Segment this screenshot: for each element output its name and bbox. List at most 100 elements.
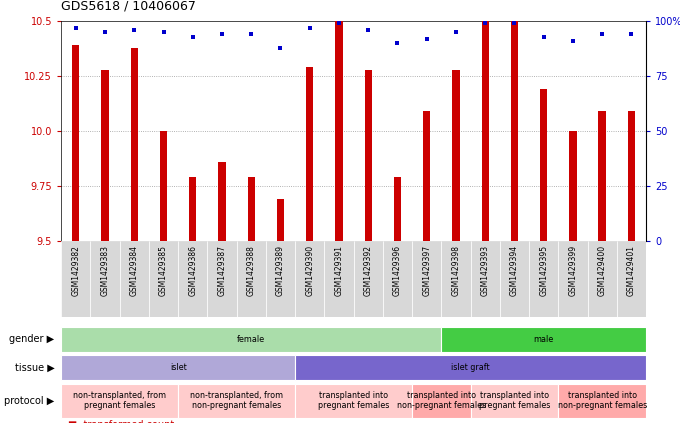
Text: ■  transformed count: ■ transformed count xyxy=(68,420,174,423)
Text: GSM1429390: GSM1429390 xyxy=(305,245,314,296)
Point xyxy=(158,29,169,36)
Bar xyxy=(248,177,255,241)
Text: male: male xyxy=(534,335,554,344)
Text: tissue ▶: tissue ▶ xyxy=(15,363,54,373)
Text: GSM1429393: GSM1429393 xyxy=(481,245,490,296)
Text: non-transplanted, from
pregnant females: non-transplanted, from pregnant females xyxy=(73,391,166,410)
Text: GSM1429386: GSM1429386 xyxy=(188,245,197,296)
Bar xyxy=(511,21,518,241)
Bar xyxy=(61,384,178,418)
Bar xyxy=(277,199,284,241)
Point xyxy=(99,29,110,36)
Point xyxy=(626,31,636,38)
Text: GSM1429395: GSM1429395 xyxy=(539,245,548,296)
Bar xyxy=(394,177,401,241)
Point xyxy=(596,31,607,38)
Bar xyxy=(120,241,149,317)
Bar xyxy=(558,241,588,317)
Text: GSM1429399: GSM1429399 xyxy=(568,245,577,296)
Point xyxy=(333,20,344,27)
Bar xyxy=(471,384,558,418)
Bar xyxy=(295,384,412,418)
Text: GSM1429398: GSM1429398 xyxy=(452,245,460,296)
Bar xyxy=(441,327,646,352)
Point xyxy=(392,40,403,47)
Point xyxy=(509,20,520,27)
Bar xyxy=(481,21,489,241)
Text: transplanted into
pregnant females: transplanted into pregnant females xyxy=(318,391,389,410)
Point xyxy=(129,27,139,33)
Text: GSM1429391: GSM1429391 xyxy=(335,245,343,296)
Point xyxy=(187,33,198,40)
Bar xyxy=(441,241,471,317)
Bar xyxy=(295,355,646,380)
Point xyxy=(216,31,227,38)
Text: GSM1429400: GSM1429400 xyxy=(598,245,607,296)
Point xyxy=(479,20,490,27)
Bar xyxy=(61,355,295,380)
Point xyxy=(362,27,373,33)
Text: GSM1429389: GSM1429389 xyxy=(276,245,285,296)
Bar xyxy=(218,162,226,241)
Text: GSM1429382: GSM1429382 xyxy=(71,245,80,296)
Bar xyxy=(628,111,635,241)
Bar xyxy=(540,89,547,241)
Point xyxy=(70,25,82,31)
Point xyxy=(275,44,286,51)
Bar xyxy=(149,241,178,317)
Bar xyxy=(452,69,460,241)
Point xyxy=(245,31,256,38)
Text: islet: islet xyxy=(170,363,186,372)
Bar xyxy=(131,47,138,241)
Text: GSM1429388: GSM1429388 xyxy=(247,245,256,296)
Text: gender ▶: gender ▶ xyxy=(10,334,54,344)
Bar xyxy=(598,111,606,241)
Text: GDS5618 / 10406067: GDS5618 / 10406067 xyxy=(61,0,196,13)
Bar xyxy=(569,131,577,241)
Bar xyxy=(617,241,646,317)
Bar xyxy=(178,241,207,317)
Text: GSM1429383: GSM1429383 xyxy=(101,245,109,296)
Bar xyxy=(295,241,324,317)
Text: GSM1429396: GSM1429396 xyxy=(393,245,402,296)
Bar xyxy=(529,241,558,317)
Bar xyxy=(189,177,197,241)
Text: GSM1429385: GSM1429385 xyxy=(159,245,168,296)
Bar xyxy=(160,131,167,241)
Point xyxy=(304,25,315,31)
Point xyxy=(567,38,578,44)
Point xyxy=(450,29,461,36)
Text: protocol ▶: protocol ▶ xyxy=(4,396,54,406)
Text: GSM1429392: GSM1429392 xyxy=(364,245,373,296)
Text: non-transplanted, from
non-pregnant females: non-transplanted, from non-pregnant fema… xyxy=(190,391,283,410)
Text: GSM1429384: GSM1429384 xyxy=(130,245,139,296)
Bar xyxy=(61,327,441,352)
Text: GSM1429401: GSM1429401 xyxy=(627,245,636,296)
Bar xyxy=(412,384,471,418)
Text: female: female xyxy=(237,335,265,344)
Bar xyxy=(423,111,430,241)
Bar xyxy=(364,69,372,241)
Text: transplanted into
non-pregnant females: transplanted into non-pregnant females xyxy=(396,391,486,410)
Bar xyxy=(471,241,500,317)
Bar xyxy=(558,384,646,418)
Bar xyxy=(237,241,266,317)
Text: islet graft: islet graft xyxy=(452,363,490,372)
Bar xyxy=(500,241,529,317)
Bar xyxy=(207,241,237,317)
Text: GSM1429387: GSM1429387 xyxy=(218,245,226,296)
Bar xyxy=(178,384,295,418)
Bar xyxy=(383,241,412,317)
Bar xyxy=(354,241,383,317)
Text: transplanted into
non-pregnant females: transplanted into non-pregnant females xyxy=(558,391,647,410)
Text: GSM1429397: GSM1429397 xyxy=(422,245,431,296)
Text: GSM1429394: GSM1429394 xyxy=(510,245,519,296)
Bar xyxy=(61,241,90,317)
Bar xyxy=(306,67,313,241)
Bar xyxy=(412,241,441,317)
Point xyxy=(538,33,549,40)
Bar xyxy=(335,21,343,241)
Bar xyxy=(266,241,295,317)
Bar xyxy=(588,241,617,317)
Bar xyxy=(324,241,354,317)
